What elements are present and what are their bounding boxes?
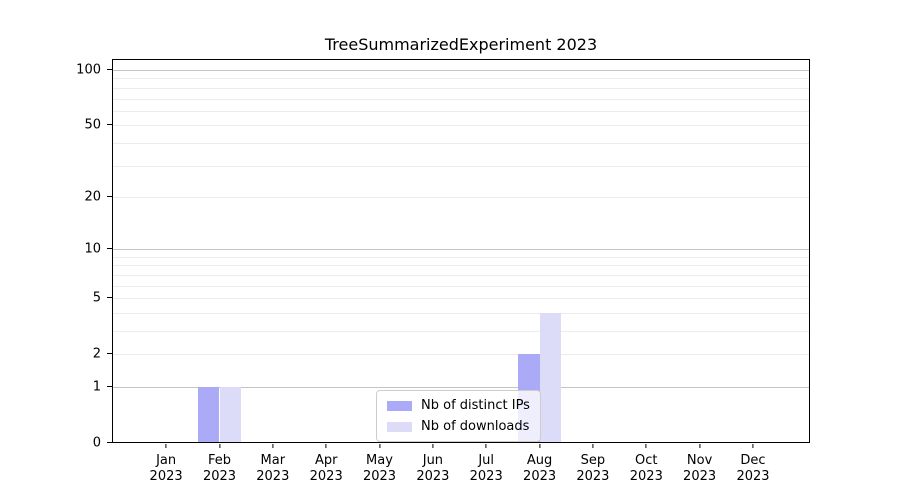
gridline-50 <box>112 125 810 127</box>
x-tick-feb <box>218 444 221 448</box>
x-tick-aug <box>539 444 541 448</box>
y-tick-2 <box>107 353 112 355</box>
gridline-6 <box>112 285 810 287</box>
x-tick-label-apr: Apr 2023 <box>309 453 343 484</box>
y-tick-20 <box>107 195 112 198</box>
gridline-70 <box>112 98 810 100</box>
x-tick-label-aug: Aug 2023 <box>523 453 557 484</box>
x-tick-label-jan: Jan 2023 <box>149 453 183 484</box>
legend-label-distinct-ips: Nb of distinct IPs <box>421 398 530 413</box>
x-tick-label-feb: Feb 2023 <box>202 453 237 484</box>
x-tick-label-mar: Mar 2023 <box>256 453 290 484</box>
gridline-90 <box>112 78 810 80</box>
gridline-20 <box>112 196 810 198</box>
y-tick-1 <box>107 386 112 388</box>
legend-swatch-distinct-ips <box>387 400 412 411</box>
y-tick-label-100: 100 <box>76 62 101 78</box>
y-tick-label-0: 0 <box>92 435 101 451</box>
y-tick-5 <box>107 297 112 299</box>
gridline-7 <box>112 274 810 276</box>
gridline-10 <box>112 249 810 251</box>
x-tick-label-dec: Dec 2023 <box>736 453 770 484</box>
y-tick-100 <box>107 69 112 71</box>
bar-downloads-feb <box>219 387 241 443</box>
x-tick-nov <box>699 444 701 448</box>
plot-frame <box>112 59 810 443</box>
bar-downloads-aug <box>539 312 561 443</box>
gridline-1 <box>112 387 810 388</box>
gridline-30 <box>112 165 810 167</box>
y-tick-label-1: 1 <box>92 379 101 395</box>
legend-item-downloads: Nb of downloads <box>387 419 530 434</box>
gridline-5 <box>112 298 810 300</box>
legend: Nb of distinct IPs Nb of downloads <box>376 390 541 442</box>
chart-title: TreeSummarizedExperiment 2023 <box>324 35 598 54</box>
gridline-40 <box>112 142 810 144</box>
y-tick-label-50: 50 <box>84 117 101 133</box>
x-tick-apr <box>325 444 327 448</box>
x-tick-label-jul: Jul 2023 <box>469 453 503 484</box>
y-tick-label-2: 2 <box>92 346 101 362</box>
x-tick-label-nov: Nov 2023 <box>683 453 717 484</box>
gridline-100 <box>112 70 810 71</box>
x-tick-label-jun: Jun 2023 <box>416 453 450 484</box>
x-tick-label-sep: Sep 2023 <box>576 453 610 484</box>
y-tick-label-20: 20 <box>84 189 101 205</box>
x-axis: Jan 2023 Feb 2023 Mar 2023 Apr 2023 May 2023 Jun 20… <box>112 443 810 498</box>
plot-area: Nb of distinct IPs Nb of downloads <box>112 59 810 443</box>
y-axis: 0 1 2 5 10 20 50 100 <box>0 59 112 451</box>
y-tick-0 <box>107 442 112 444</box>
x-tick-jun <box>432 444 434 448</box>
x-tick-label-oct: Oct 2023 <box>629 453 663 484</box>
x-tick-mar <box>272 444 274 448</box>
bar-distinct-ips-feb <box>198 387 220 443</box>
x-tick-oct <box>645 444 647 448</box>
gridline-80 <box>112 87 810 89</box>
gridline-4 <box>112 312 810 314</box>
legend-item-distinct-ips: Nb of distinct IPs <box>387 398 530 413</box>
x-tick-sep <box>592 444 594 448</box>
x-tick-jan <box>165 444 167 448</box>
gridline-9 <box>112 256 810 258</box>
gridline-2 <box>112 354 810 356</box>
x-tick-label-may: May 2023 <box>362 453 397 484</box>
legend-swatch-downloads <box>387 421 412 432</box>
gridline-8 <box>112 265 810 267</box>
x-tick-jul <box>485 444 487 448</box>
y-tick-50 <box>107 124 112 126</box>
gridline-3 <box>112 331 810 332</box>
gridline-60 <box>112 110 810 112</box>
x-tick-may <box>378 444 381 448</box>
y-tick-label-10: 10 <box>84 241 101 257</box>
legend-label-downloads: Nb of downloads <box>421 419 530 434</box>
y-tick-10 <box>107 248 112 250</box>
y-tick-label-5: 5 <box>92 290 101 306</box>
x-tick-dec <box>752 444 754 448</box>
